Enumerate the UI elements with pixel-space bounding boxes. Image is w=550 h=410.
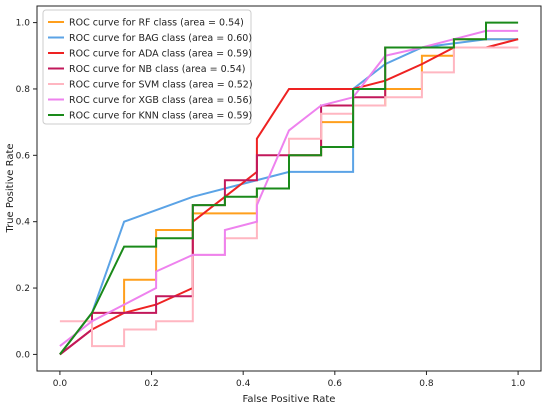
legend-label-2: ROC curve for ADA class (area = 0.59) bbox=[69, 49, 252, 60]
series-line-5 bbox=[59, 29, 519, 347]
series-line-1 bbox=[59, 38, 519, 356]
x-tick-label: 0.4 bbox=[236, 379, 251, 389]
legend-label-5: ROC curve for XGB class (area = 0.56) bbox=[69, 95, 252, 106]
legend-box bbox=[42, 9, 252, 125]
x-tick-label: 0.0 bbox=[53, 379, 68, 389]
x-tick-label: 0.8 bbox=[419, 379, 434, 389]
y-axis-label: True Positive Rate bbox=[5, 143, 16, 233]
y-tick-label: 0.8 bbox=[16, 85, 31, 95]
x-axis-label: False Positive Rate bbox=[243, 394, 336, 405]
x-tick-label: 1.0 bbox=[511, 379, 526, 389]
x-tick-label: 0.6 bbox=[328, 379, 343, 389]
legend-label-1: ROC curve for BAG class (area = 0.60) bbox=[69, 33, 252, 44]
y-tick-label: 0.0 bbox=[16, 350, 31, 360]
plot-frame bbox=[36, 5, 542, 372]
y-tick-label: 0.2 bbox=[16, 284, 30, 294]
series-line-6 bbox=[59, 21, 519, 356]
legend-label-3: ROC curve for NB class (area = 0.54) bbox=[69, 64, 245, 75]
legend: ROC curve for RF class (area = 0.54) ROC … bbox=[42, 9, 253, 125]
x-tick-label: 0.2 bbox=[144, 379, 158, 389]
series-line-3 bbox=[59, 46, 519, 356]
y-tick-label: 0.6 bbox=[16, 151, 31, 161]
y-tick-label: 0.4 bbox=[16, 218, 31, 228]
y-tick-label: 1.0 bbox=[16, 19, 31, 29]
legend-label-4: ROC curve for SVM class (area = 0.52) bbox=[69, 80, 253, 91]
series-layer bbox=[59, 21, 519, 356]
legend-label-6: ROC curve for KNN class (area = 0.59) bbox=[69, 111, 252, 122]
legend-label-0: ROC curve for RF class (area = 0.54) bbox=[69, 18, 244, 29]
ticks-layer: 0.0 0.2 0.4 0.6 0.8 1.0 0.0 0.2 0.4 0.6 0.8 1.0 bbox=[16, 19, 526, 389]
